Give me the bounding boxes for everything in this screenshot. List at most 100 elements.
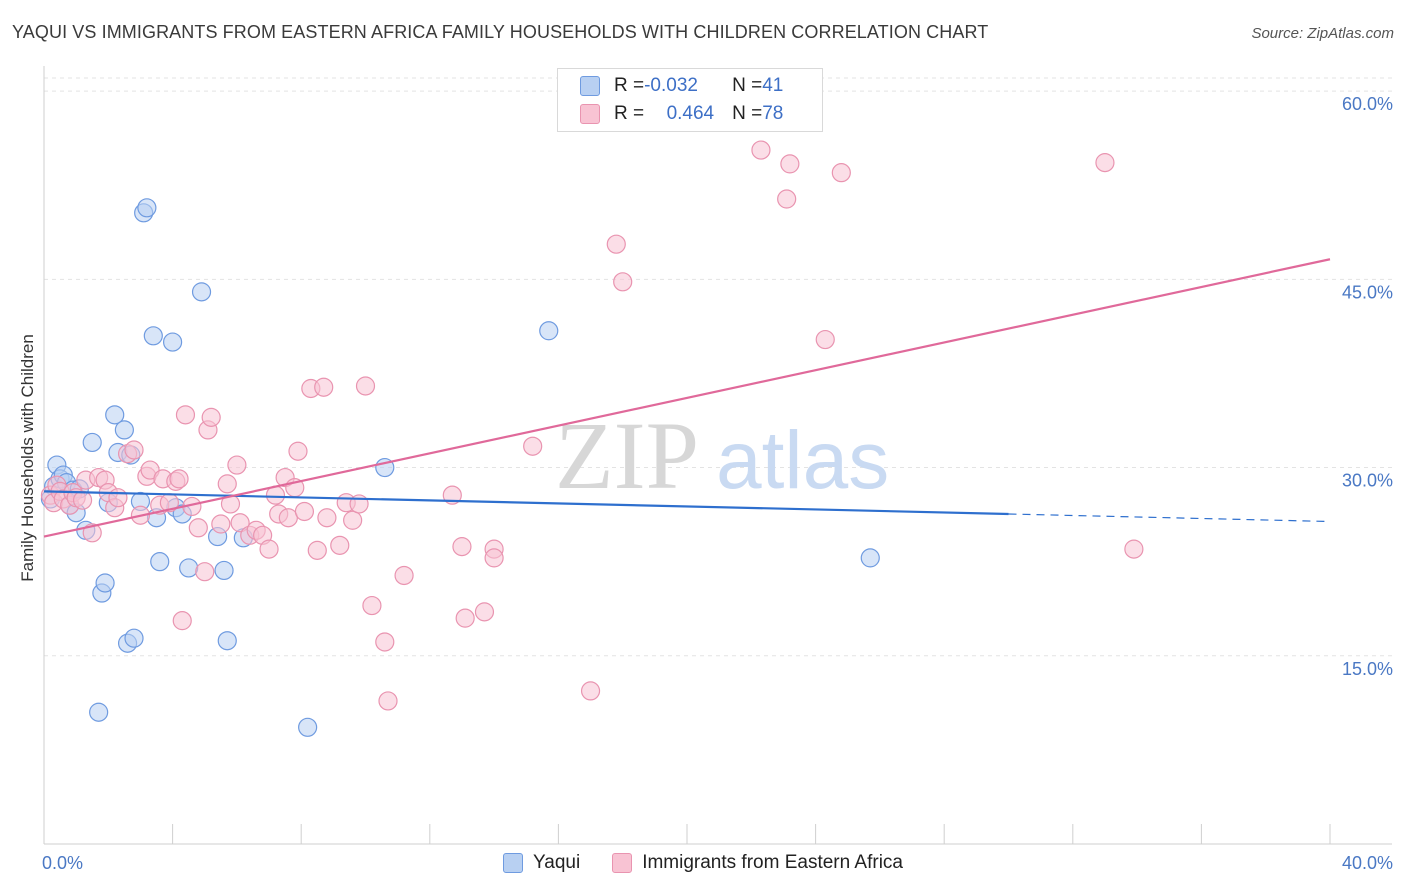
eastern-africa-point: [72, 490, 93, 510]
y-axis-label: Family Households with Children: [18, 334, 37, 582]
y-tick-labels: 15.0% 30.0% 45.0% 60.0%: [1342, 94, 1393, 679]
eastern-africa-point: [474, 602, 495, 622]
eastern-africa-point: [362, 595, 382, 616]
eastern-africa-point: [317, 508, 337, 528]
yaqui-trend-line: [43, 490, 1009, 516]
yaqui-point: [124, 628, 144, 648]
legend-label-eastern-africa: Immigrants from Eastern Africa: [642, 852, 903, 873]
y-tick-label: 15.0%: [1342, 659, 1393, 679]
eastern-africa-point: [124, 440, 144, 460]
eastern-africa-point: [1095, 153, 1115, 173]
n-value: 78: [762, 103, 784, 124]
yaqui-trend-line-extension: [1008, 513, 1331, 523]
eastern-africa-point: [815, 329, 835, 350]
r-value: 0.464: [666, 103, 715, 124]
legend-item-yaqui: Yaqui: [503, 852, 580, 874]
source-label: Source: ZipAtlas.com: [1251, 25, 1394, 42]
stats-legend: R = -0.032 N = 41 R = 0.464 N = 78: [557, 68, 823, 132]
eastern-africa-point: [452, 537, 472, 557]
eastern-africa-point: [375, 632, 395, 652]
eastern-africa-point: [108, 488, 128, 508]
eastern-africa-point: [82, 523, 102, 543]
legend-label-yaqui: Yaqui: [533, 852, 581, 873]
eastern-africa-point: [201, 407, 221, 427]
eastern-africa-point: [172, 611, 192, 631]
eastern-africa-point: [259, 539, 279, 559]
yaqui-point: [137, 198, 157, 218]
x-tick-label-min: 0.0%: [42, 853, 83, 873]
n-label: N =: [732, 75, 763, 96]
watermark-atlas: atlas: [716, 415, 889, 506]
y-tick-label: 60.0%: [1342, 94, 1393, 114]
yaqui-point: [217, 631, 237, 651]
yaqui-point: [179, 558, 199, 578]
stats-legend-row-yaqui: R = -0.032 N = 41: [580, 74, 783, 98]
r-label: R =: [614, 75, 645, 96]
r-label: R =: [614, 103, 645, 124]
eastern-africa-point: [613, 272, 633, 292]
yaqui-point: [860, 548, 880, 568]
yaqui-point: [163, 332, 183, 352]
eastern-africa-point: [188, 518, 208, 538]
eastern-africa-point: [394, 565, 414, 586]
yaqui-point: [114, 420, 134, 440]
axes: [43, 66, 1392, 845]
legend-item-eastern-africa: Immigrants from Eastern Africa: [612, 852, 903, 874]
eastern-africa-point: [330, 535, 350, 555]
eastern-africa-point: [307, 540, 327, 560]
eastern-africa-point: [455, 608, 475, 628]
eastern-africa-point: [606, 234, 626, 254]
eastern-africa-point: [211, 514, 231, 534]
eastern-africa-point: [288, 441, 308, 461]
r-value: -0.032: [644, 75, 698, 96]
eastern-africa-point: [314, 377, 334, 397]
yaqui-point: [191, 282, 212, 302]
eastern-africa-swatch: [580, 104, 600, 124]
yaqui-legend-swatch: [503, 853, 523, 873]
eastern-africa-point: [227, 455, 247, 475]
yaqui-point: [143, 326, 163, 346]
eastern-africa-point: [777, 189, 797, 209]
eastern-africa-point: [442, 485, 462, 505]
series-legend: Yaqui Immigrants from Eastern Africa: [0, 852, 1406, 874]
eastern-africa-legend-swatch: [612, 853, 633, 873]
eastern-africa-point: [378, 691, 398, 711]
yaqui-point: [105, 405, 125, 425]
yaqui-point: [95, 573, 115, 593]
eastern-africa-point: [175, 405, 196, 425]
eastern-africa-point: [484, 548, 504, 568]
eastern-africa-point: [294, 501, 315, 522]
y-tick-label: 45.0%: [1342, 282, 1393, 302]
n-label: N =: [732, 103, 763, 124]
eastern-africa-point: [1124, 539, 1144, 559]
eastern-africa-point: [751, 140, 771, 160]
trend-lines: [43, 258, 1331, 538]
y-tick-label: 30.0%: [1342, 471, 1393, 491]
eastern-africa-point: [831, 163, 851, 183]
watermark-zip: ZIP: [555, 402, 699, 509]
gridlines: [44, 77, 1392, 657]
yaqui-point: [298, 717, 318, 737]
eastern-africa-point: [217, 474, 237, 494]
yaqui-point: [214, 560, 234, 581]
yaqui-point: [82, 432, 102, 453]
watermark: ZIP atlas: [555, 402, 889, 509]
eastern-africa-trend-line: [43, 258, 1331, 538]
eastern-africa-point: [343, 510, 363, 530]
eastern-africa-point: [780, 154, 800, 174]
yaqui-point: [539, 321, 559, 341]
eastern-africa-point: [580, 681, 601, 701]
n-value: 41: [762, 75, 784, 96]
eastern-africa-point: [195, 562, 215, 582]
x-tick-label-max: 40.0%: [1342, 853, 1393, 873]
eastern-africa-point: [278, 508, 298, 528]
eastern-africa-point: [355, 376, 376, 396]
yaqui-swatch: [580, 76, 600, 96]
page-title: YAQUI VS IMMIGRANTS FROM EASTERN AFRICA …: [12, 22, 989, 42]
eastern-africa-point: [523, 436, 543, 456]
yaqui-point: [150, 552, 170, 572]
yaqui-point: [89, 702, 109, 722]
stats-legend-row-eastern-africa: R = 0.464 N = 78: [580, 102, 783, 126]
eastern-africa-point: [169, 469, 189, 489]
